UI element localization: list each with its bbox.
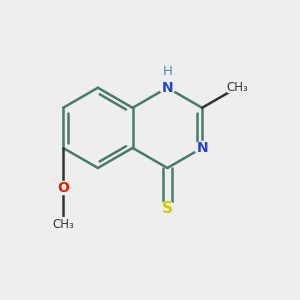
Ellipse shape — [160, 81, 175, 94]
Ellipse shape — [51, 218, 75, 231]
Ellipse shape — [225, 81, 249, 94]
Text: CH₃: CH₃ — [52, 218, 74, 231]
Text: H: H — [162, 65, 172, 78]
Ellipse shape — [160, 202, 175, 214]
Text: N: N — [196, 141, 208, 155]
Text: S: S — [162, 201, 173, 216]
Ellipse shape — [194, 141, 210, 154]
Ellipse shape — [56, 182, 71, 195]
Text: CH₃: CH₃ — [226, 81, 248, 94]
Text: O: O — [57, 181, 69, 195]
Text: N: N — [162, 81, 173, 95]
